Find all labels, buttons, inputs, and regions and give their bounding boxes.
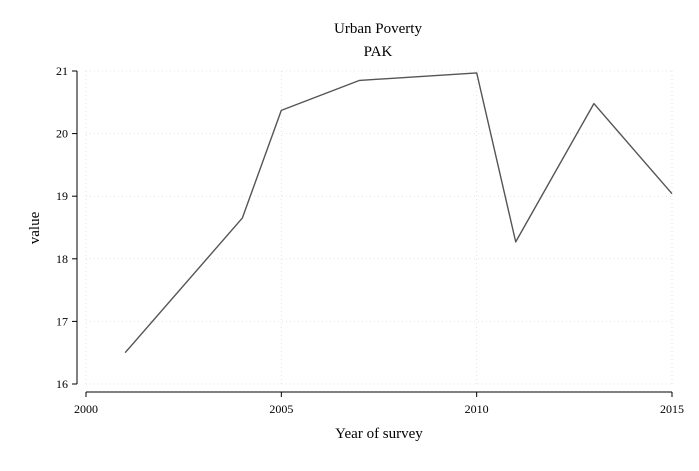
y-tick-label: 20 xyxy=(56,127,68,141)
x-axis-label: Year of survey xyxy=(335,426,423,442)
x-tick-label: 2000 xyxy=(74,402,98,416)
y-tick-label: 21 xyxy=(56,64,68,78)
y-tick-label: 18 xyxy=(56,252,68,266)
x-tick-label: 2010 xyxy=(465,402,489,416)
y-tick-label: 16 xyxy=(56,377,68,391)
axes xyxy=(77,71,672,392)
y-tick-label: 17 xyxy=(56,314,68,328)
grid xyxy=(86,71,672,384)
series-line xyxy=(125,73,672,353)
y-axis-label: value xyxy=(27,211,43,244)
x-tick-label: 2005 xyxy=(269,402,293,416)
y-tick-label: 19 xyxy=(56,189,68,203)
x-tick-label: 2015 xyxy=(660,402,684,416)
ticks: 16 17 18 19 20 21 2000 2005 2010 2015 xyxy=(56,64,684,416)
chart-title: Urban Poverty xyxy=(334,21,422,37)
series xyxy=(125,73,672,353)
chart-subtitle: PAK xyxy=(364,44,393,60)
